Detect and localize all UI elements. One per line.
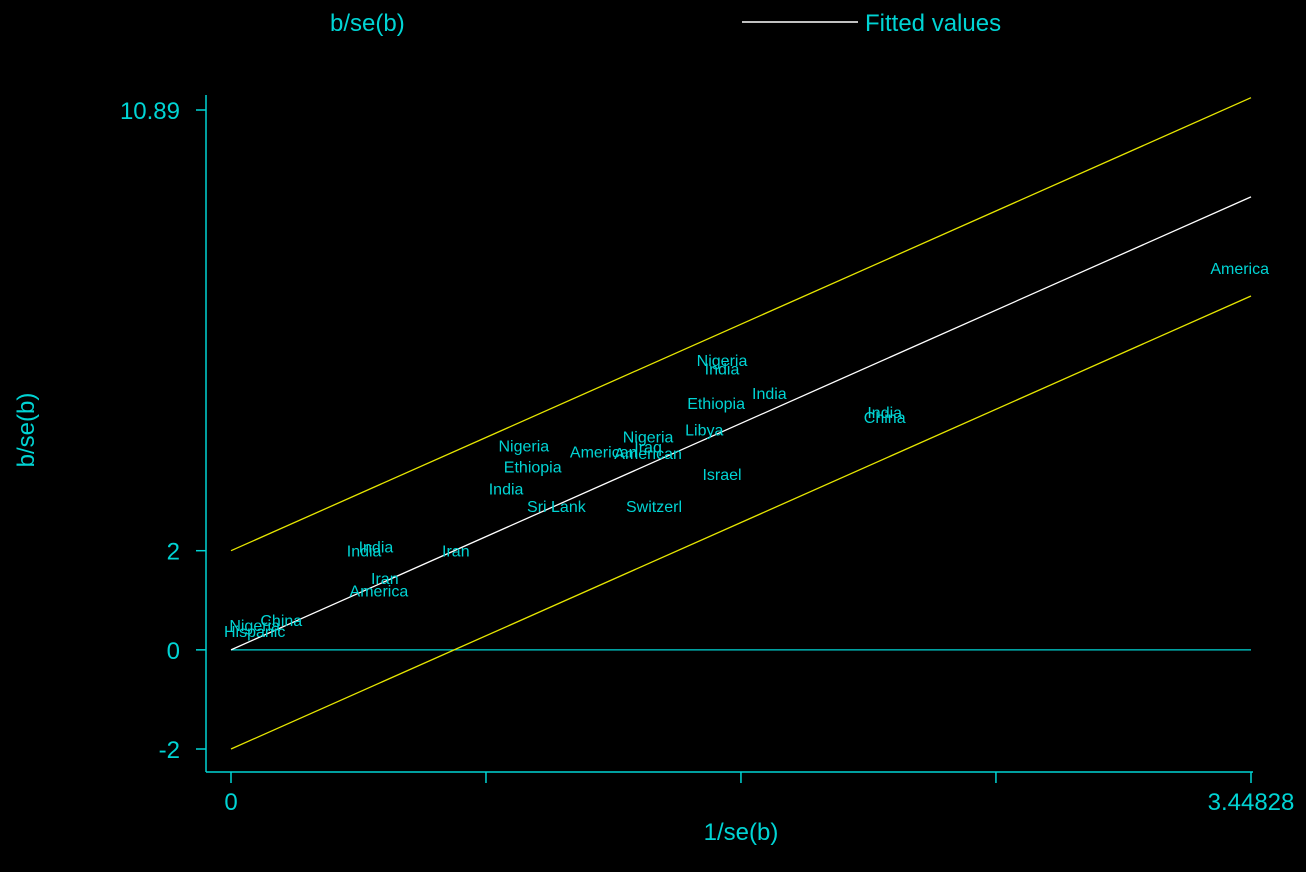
fitted-values-line bbox=[230, 196, 1252, 651]
x-tick-label: 0 bbox=[224, 789, 237, 816]
upper-confidence-line bbox=[230, 97, 1252, 552]
point-label: Switzerl bbox=[626, 499, 682, 516]
point-label: China bbox=[864, 410, 906, 427]
chart-title: b/se(b) bbox=[330, 10, 405, 37]
point-label: Nigeria bbox=[623, 430, 674, 447]
y-tick-label: 10.89 bbox=[120, 98, 180, 125]
y-tick-label: -2 bbox=[159, 737, 180, 764]
point-label: Ethiopia bbox=[504, 459, 562, 476]
point-label: America bbox=[350, 583, 409, 600]
point-label: India bbox=[752, 386, 787, 403]
point-label: Libya bbox=[685, 422, 723, 439]
data-points: AmericaNigeriaIndiaIndiaEthiopiaIndiaChi… bbox=[224, 261, 1269, 641]
point-label: Nigeria bbox=[498, 439, 549, 456]
point-label: India bbox=[359, 540, 394, 557]
point-label: India bbox=[867, 405, 902, 422]
point-label: China bbox=[260, 613, 302, 630]
y-tick-label: 0 bbox=[167, 638, 180, 665]
point-label: Ethiopia bbox=[687, 396, 745, 413]
legend-label-fitted-values: Fitted values bbox=[865, 10, 1001, 37]
point-label: India bbox=[705, 361, 740, 378]
point-label: Israel bbox=[702, 467, 741, 484]
x-tick-label: 3.44828 bbox=[1208, 789, 1295, 816]
y-tick-label: 2 bbox=[167, 539, 180, 566]
lower-confidence-line bbox=[230, 295, 1252, 750]
point-label: American bbox=[570, 445, 638, 462]
point-label: India bbox=[347, 544, 382, 561]
axes: 10.89 2 0 -2 0 3.44828 bbox=[120, 95, 1294, 816]
point-label: Nigeria bbox=[697, 353, 748, 370]
point-label: Nigeria bbox=[229, 618, 280, 635]
point-label: Iran bbox=[371, 571, 399, 588]
legend: Fitted values bbox=[742, 10, 1001, 37]
point-label: America bbox=[1210, 261, 1269, 278]
point-label: Iraq bbox=[634, 440, 662, 457]
point-label: Sri Lank bbox=[527, 499, 587, 516]
plot-lines bbox=[230, 97, 1252, 750]
y-axis-title: b/se(b) bbox=[13, 393, 40, 468]
point-label: American bbox=[614, 446, 682, 463]
point-label: Hispanic bbox=[224, 624, 285, 641]
point-label: India bbox=[489, 482, 524, 499]
point-label: Iran bbox=[442, 544, 470, 561]
x-axis-title: 1/se(b) bbox=[704, 819, 779, 846]
